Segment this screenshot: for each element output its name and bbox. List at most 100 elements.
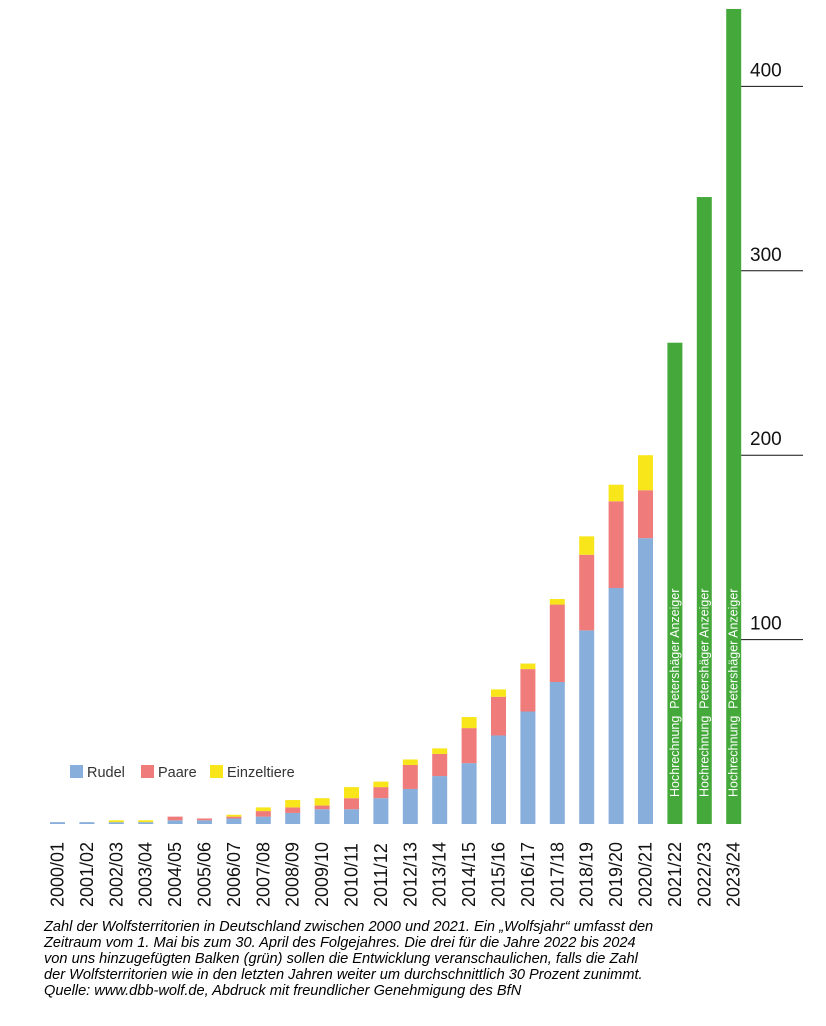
figure-caption: Zahl der Wolfsterritorien in Deutschland… <box>44 919 776 999</box>
x-tick-label-2013-14: 2013/14 <box>430 842 450 907</box>
bar-paare-2016-17 <box>520 669 536 712</box>
bar-paare-2018-19 <box>579 554 595 631</box>
bar-einzeltiere-2017-18 <box>549 599 565 605</box>
bar-einzeltiere-2008-09 <box>285 800 301 808</box>
bar-einzeltiere-2012-13 <box>402 759 418 765</box>
bar-einzeltiere-2013-14 <box>432 748 448 754</box>
bar-einzeltiere-2014-15 <box>461 717 477 729</box>
x-tick-label-2020-21: 2020/21 <box>636 842 656 907</box>
bar-paare-2012-13 <box>402 764 418 789</box>
bar-rudel-2014-15 <box>461 763 477 824</box>
bar-paare-2004-05 <box>167 816 183 821</box>
caption-line-4: der Wolfsterritorien wie in den letzten … <box>44 967 643 983</box>
bar-paare-2020-21 <box>638 490 653 539</box>
bar-paare-2017-18 <box>549 604 565 683</box>
bar-rudel-2004-05 <box>167 820 183 824</box>
bar-paare-2007-08 <box>255 811 271 817</box>
x-tick-label-2021-22: 2021/22 <box>665 842 685 907</box>
bar-einzeltiere-2003-04 <box>138 820 154 823</box>
bar-paare-2010-11 <box>344 798 359 810</box>
bar-rudel-2020-21 <box>638 538 653 824</box>
bar-rudel-2005-06 <box>197 820 212 824</box>
caption-line-3: von uns hinzugefügten Balken (grün) soll… <box>44 951 638 967</box>
bar-projection-2022-23 <box>696 197 712 825</box>
x-tick-label-2016-17: 2016/17 <box>518 842 538 907</box>
x-tick-labels: 2000/01 2001/02 2002/03 2003/04 2004/05 2005/… <box>48 842 744 907</box>
x-tick-label-2002-03: 2002/03 <box>106 842 126 907</box>
bar-projection-2023-24 <box>726 8 742 824</box>
bar-paare-2019-20 <box>608 501 624 588</box>
bar-paare-2008-09 <box>285 807 301 813</box>
bar-rudel-2018-19 <box>579 630 595 824</box>
y-tick-label-200: 200 <box>750 429 782 450</box>
bar-einzeltiere-2006-07 <box>226 814 242 817</box>
bar-paare-2014-15 <box>461 728 477 764</box>
x-tick-label-2010-11: 2010/11 <box>342 843 362 907</box>
bar-einzeltiere-2009-10 <box>314 798 330 806</box>
bar-einzeltiere-2019-20 <box>608 484 624 502</box>
bar-rudel-2016-17 <box>520 711 536 824</box>
bar-annotations: Hochrechnung Petershäger Anzeiger Hochrec… <box>668 589 741 797</box>
legend-swatch-einzeltiere <box>210 765 223 778</box>
bar-rudel-2009-10 <box>314 809 330 824</box>
caption-line-1: Zahl der Wolfsterritorien in Deutschland… <box>44 919 654 935</box>
bar-einzeltiere-2010-11 <box>344 787 359 799</box>
legend-label-einzeltiere: Einzeltiere <box>227 765 295 781</box>
x-tick-label-2003-04: 2003/04 <box>136 842 156 907</box>
bar-rudel-2008-09 <box>285 812 301 824</box>
bar-stacks <box>50 8 742 825</box>
y-tick-label-400: 400 <box>750 60 782 81</box>
bar-rudel-2006-07 <box>226 818 242 824</box>
bar-einzeltiere-2015-16 <box>491 689 506 697</box>
bar-einzeltiere-2007-08 <box>255 807 271 812</box>
bar-paare-2013-14 <box>432 753 448 777</box>
bar-paare-2005-06 <box>197 818 212 821</box>
bar-einzeltiere-2011-12 <box>373 781 389 788</box>
caption-line-5: Quelle: www.dbb-wolf.de, Abdruck mit fre… <box>44 983 522 999</box>
bar-rudel-2011-12 <box>373 798 389 824</box>
x-tick-label-2015-16: 2015/16 <box>489 842 509 907</box>
x-tick-label-2019-20: 2019/20 <box>606 842 626 907</box>
x-tick-label-2008-09: 2008/09 <box>283 842 303 907</box>
bar-rudel-2013-14 <box>432 776 448 824</box>
x-tick-label-2022-23: 2022/23 <box>694 842 714 907</box>
bar-rudel-2000-01 <box>50 822 65 824</box>
bar-rudel-2003-04 <box>138 822 154 824</box>
x-tick-label-2001-02: 2001/02 <box>77 842 97 907</box>
legend-label-rudel: Rudel <box>87 765 125 781</box>
bar-paare-2011-12 <box>373 787 389 799</box>
bar-rudel-2002-03 <box>108 822 124 824</box>
legend-swatch-rudel <box>70 765 83 778</box>
bar-rudel-2012-13 <box>402 788 418 824</box>
y-gridlines <box>740 85 803 641</box>
x-tick-label-2007-08: 2007/08 <box>253 842 273 907</box>
x-tick-label-2004-05: 2004/05 <box>165 842 185 907</box>
bar-einzeltiere-2002-03 <box>108 820 124 823</box>
bar-rudel-2010-11 <box>344 809 359 824</box>
x-tick-label-2017-18: 2017/18 <box>547 842 567 907</box>
x-tick-label-2011-12: 2011/12 <box>371 843 391 907</box>
caption-line-2: Zeitraum vom 1. Mai bis zum 30. April de… <box>44 935 636 951</box>
legend: Rudel Paare Einzeltiere <box>70 765 295 781</box>
bar-paare-2009-10 <box>314 805 330 810</box>
y-tick-label-300: 300 <box>750 245 782 266</box>
bar-rudel-2007-08 <box>255 816 271 824</box>
x-tick-label-2023-24: 2023/24 <box>724 842 744 907</box>
bar-rudel-2019-20 <box>608 587 624 824</box>
bar-projection-2021-22 <box>667 342 683 824</box>
x-tick-label-2014-15: 2014/15 <box>459 842 479 907</box>
bar-paare-2006-07 <box>226 816 242 819</box>
bar-einzeltiere-2016-17 <box>520 663 536 670</box>
x-tick-label-2006-07: 2006/07 <box>224 842 244 907</box>
legend-swatch-paare <box>141 765 154 778</box>
legend-label-paare: Paare <box>158 765 197 781</box>
bar-annotation-2023-24: Hochrechnung Petershäger Anzeiger <box>727 589 741 797</box>
bar-rudel-2017-18 <box>549 682 565 824</box>
x-tick-label-2018-19: 2018/19 <box>577 842 597 907</box>
bar-paare-2015-16 <box>491 696 506 736</box>
bar-einzeltiere-2020-21 <box>638 455 653 491</box>
bar-annotation-2021-22: Hochrechnung Petershäger Anzeiger <box>668 589 682 797</box>
y-tick-labels: 100 200 300 400 <box>750 60 782 634</box>
y-tick-label-100: 100 <box>750 614 782 635</box>
bar-annotation-2022-23: Hochrechnung Petershäger Anzeiger <box>697 589 711 797</box>
